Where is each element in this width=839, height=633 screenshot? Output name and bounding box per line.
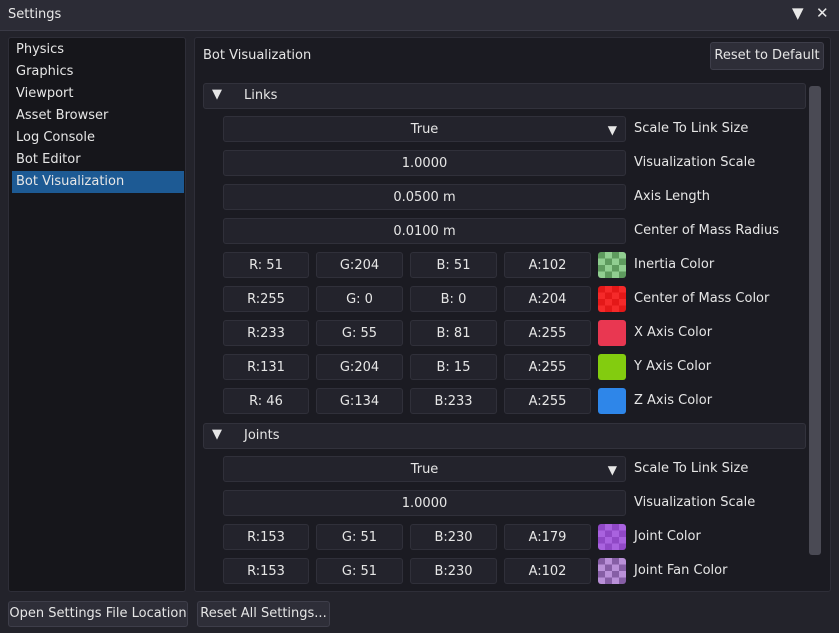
collapse-triangle-icon: ▼ (212, 87, 222, 102)
field-label: X Axis Color (634, 325, 713, 340)
color-swatch[interactable] (598, 388, 626, 414)
joints-visualization-scale-field[interactable]: 1.0000 (223, 490, 626, 516)
color-a-field[interactable]: A:255 (504, 320, 591, 346)
field-label: Center of Mass Radius (634, 223, 779, 238)
color-r-field[interactable]: R:255 (223, 286, 309, 312)
color-b-field[interactable]: B:230 (410, 558, 497, 584)
color-g-field[interactable]: G: 0 (316, 286, 403, 312)
color-swatch[interactable] (598, 558, 626, 584)
color-g-field[interactable]: G:134 (316, 388, 403, 414)
joints-section-header[interactable]: ▼ Joints (203, 423, 806, 449)
section-label: Joints (244, 428, 280, 443)
chevron-down-icon: ▼ (607, 123, 617, 137)
color-b-field[interactable]: B: 51 (410, 252, 497, 278)
color-g-field[interactable]: G: 51 (316, 558, 403, 584)
field-label: Axis Length (634, 189, 710, 204)
sidebar-item-graphics[interactable]: Graphics (16, 64, 74, 79)
axis-length-field[interactable]: 0.0500 m (223, 184, 626, 210)
color-a-field[interactable]: A:179 (504, 524, 591, 550)
links-scale-to-link-size-dropdown[interactable]: True ▼ (223, 116, 626, 142)
reset-all-settings-button[interactable]: Reset All Settings... (197, 601, 330, 627)
color-r-field[interactable]: R: 51 (223, 252, 309, 278)
window-title: Settings (8, 7, 62, 22)
color-a-field[interactable]: A:255 (504, 354, 591, 380)
color-swatch[interactable] (598, 320, 626, 346)
settings-panel: Bot Visualization Reset to Default ▼ Lin… (194, 37, 831, 592)
scrollbar-thumb[interactable] (809, 86, 821, 555)
field-label: Joint Color (634, 529, 701, 544)
color-r-field[interactable]: R:131 (223, 354, 309, 380)
color-a-field[interactable]: A:102 (504, 558, 591, 584)
field-label: Y Axis Color (634, 359, 712, 374)
color-g-field[interactable]: G:204 (316, 252, 403, 278)
color-b-field[interactable]: B: 81 (410, 320, 497, 346)
links-section-header[interactable]: ▼ Links (203, 83, 806, 109)
color-swatch[interactable] (598, 252, 626, 278)
field-label: Inertia Color (634, 257, 715, 272)
color-g-field[interactable]: G: 55 (316, 320, 403, 346)
color-b-field[interactable]: B:230 (410, 524, 497, 550)
window-menu-icon[interactable]: ▼ (792, 4, 804, 22)
sidebar-item-log-console[interactable]: Log Console (16, 130, 95, 145)
color-b-field[interactable]: B: 0 (410, 286, 497, 312)
settings-sidebar: Physics Graphics Viewport Asset Browser … (8, 37, 186, 592)
collapse-triangle-icon: ▼ (212, 427, 222, 442)
close-icon[interactable]: ✕ (816, 4, 829, 22)
field-label: Z Axis Color (634, 393, 713, 408)
color-b-field[interactable]: B:233 (410, 388, 497, 414)
chevron-down-icon: ▼ (607, 463, 617, 477)
sidebar-item-physics[interactable]: Physics (16, 42, 65, 57)
reset-to-default-button[interactable]: Reset to Default (710, 42, 824, 70)
title-bar: Settings ▼ ✕ (0, 0, 839, 31)
color-r-field[interactable]: R:153 (223, 558, 309, 584)
open-settings-file-location-button[interactable]: Open Settings File Location (8, 601, 188, 627)
center-of-mass-radius-field[interactable]: 0.0100 m (223, 218, 626, 244)
field-label: Joint Fan Color (634, 563, 728, 578)
color-a-field[interactable]: A:204 (504, 286, 591, 312)
links-visualization-scale-field[interactable]: 1.0000 (223, 150, 626, 176)
field-label: Scale To Link Size (634, 121, 749, 136)
field-label: Visualization Scale (634, 155, 756, 170)
joints-scale-to-link-size-dropdown[interactable]: True ▼ (223, 456, 626, 482)
color-g-field[interactable]: G:204 (316, 354, 403, 380)
dropdown-value: True (410, 122, 439, 137)
field-label: Visualization Scale (634, 495, 756, 510)
panel-title: Bot Visualization (203, 48, 312, 63)
color-swatch[interactable] (598, 286, 626, 312)
sidebar-item-bot-editor[interactable]: Bot Editor (16, 152, 81, 167)
color-r-field[interactable]: R:153 (223, 524, 309, 550)
color-r-field[interactable]: R: 46 (223, 388, 309, 414)
field-label: Center of Mass Color (634, 291, 770, 306)
sidebar-item-viewport[interactable]: Viewport (16, 86, 74, 101)
color-a-field[interactable]: A:102 (504, 252, 591, 278)
section-label: Links (244, 88, 278, 103)
color-swatch[interactable] (598, 354, 626, 380)
color-b-field[interactable]: B: 15 (410, 354, 497, 380)
color-g-field[interactable]: G: 51 (316, 524, 403, 550)
color-r-field[interactable]: R:233 (223, 320, 309, 346)
color-a-field[interactable]: A:255 (504, 388, 591, 414)
sidebar-item-asset-browser[interactable]: Asset Browser (16, 108, 109, 123)
field-label: Scale To Link Size (634, 461, 749, 476)
dropdown-value: True (410, 462, 439, 477)
sidebar-item-bot-visualization[interactable]: Bot Visualization (12, 171, 184, 193)
color-swatch[interactable] (598, 524, 626, 550)
